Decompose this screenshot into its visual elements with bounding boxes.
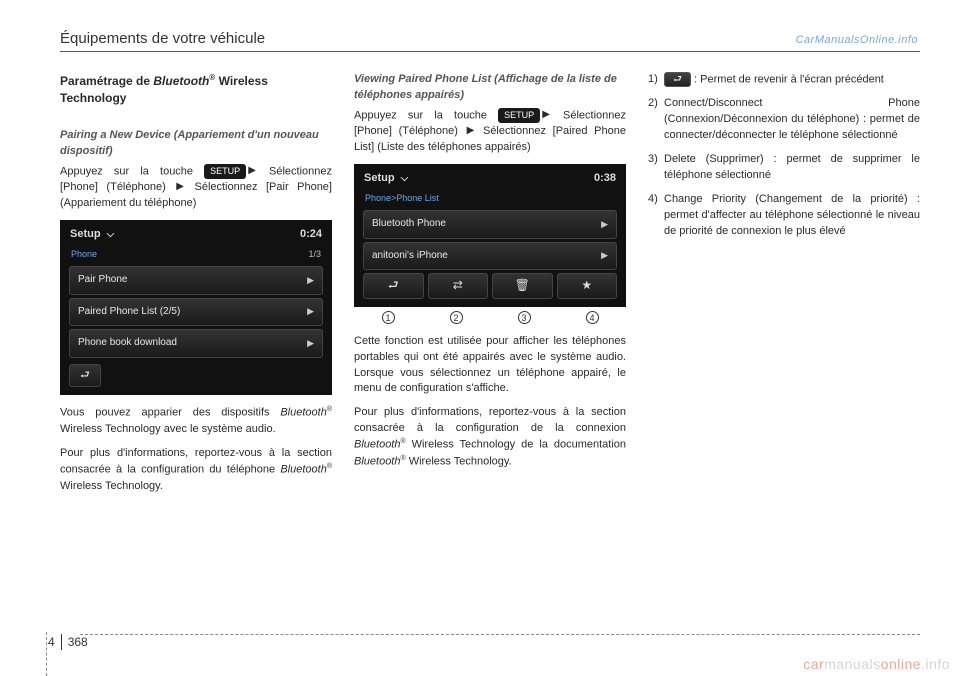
screen-time: 0:38 [594,171,616,187]
screen-row: Pair Phone▶ [69,266,323,295]
brand-watermark: carmanualsonline.info [803,656,950,672]
connect-icon: ⇄ [428,273,489,298]
list-item: 3) Delete (Supprimer) : permet de suppri… [648,152,920,184]
back-icon-inline: ⮐ [664,72,691,87]
setup-key: SETUP [204,164,246,179]
arrow-icon: ▶ [176,180,184,195]
screen-row: Paired Phone List (2/5)▶ [69,298,323,327]
column-2: Viewing Paired Phone List (Affichage de … [354,72,626,502]
back-icon: ⮐ [363,273,424,298]
screen-title: Setup [70,227,101,243]
chevron-right-icon: ▶ [307,305,314,318]
screenshot-setup-phone: Setup ⌵ 0:24 Phone 1/3 Pair Phone▶ Paired … [60,220,332,395]
chevron-right-icon: ▶ [601,249,608,262]
page-number: 368 [62,635,88,649]
arrow-icon: ▶ [248,164,256,179]
setup-key: SETUP [498,108,540,123]
screenshot-phone-list: Setup ⌵ 0:38 Phone>Phone List Bluetooth P… [354,164,626,323]
chevron-right-icon: ▶ [601,218,608,231]
arrow-icon: ▶ [542,108,550,123]
header-rule [60,51,920,52]
section-title: Paramétrage de Bluetooth® Wireless Techn… [60,72,332,108]
callout-numbers: 1 2 3 4 [354,311,626,324]
arrow-icon: ▶ [467,124,475,139]
screen-row: Bluetooth Phone▶ [363,210,617,239]
screen-row: anitooni's iPhone▶ [363,242,617,271]
back-button-icon: ⮐ [69,364,101,388]
para-view-moreinfo: Pour plus d'informations, reportez-vous … [354,405,626,470]
screen-count: 1/3 [308,248,321,261]
title-bluetooth: Bluetooth [153,74,209,88]
list-item: 1) ⮐ : Permet de revenir à l'écran précé… [648,72,920,88]
footer-vert [46,632,47,676]
column-3: 1) ⮐ : Permet de revenir à l'écran précé… [648,72,920,502]
list-item: 2) Connect/Disconnect Phone (Connexion/D… [648,96,920,144]
delete-icon: 🗑 [492,273,553,298]
page-footer: 4 368 [48,634,88,650]
footer-dots [80,634,920,635]
list-item: 4) Change Priority (Changement de la pri… [648,192,920,240]
title-prefix: Paramétrage de [60,74,153,88]
para-viewing-instructions: Appuyez sur la touche SETUP▶ Sélectionne… [354,108,626,156]
screen-crumb: Phone [71,248,97,261]
para-pair-desc: Vous pouvez apparier des dispositifs Blu… [60,405,332,438]
para-view-desc: Cette fonction est utilisée pour affiche… [354,334,626,398]
content-columns: Paramétrage de Bluetooth® Wireless Techn… [60,72,920,502]
screen-crumb: Phone>Phone List [365,192,439,205]
screen-title: Setup [364,171,395,187]
watermark: CarManualsOnline.info [796,34,918,46]
para-more-info: Pour plus d'informations, reportez-vous … [60,446,332,494]
screen-time: 0:24 [300,227,322,243]
chapter-number: 4 [48,634,62,650]
priority-icon: ★ [557,273,618,298]
screen-row: Phone book download▶ [69,329,323,358]
bluetooth-icon: ⌵ [401,172,409,187]
chevron-right-icon: ▶ [307,337,314,350]
bluetooth-icon: ⌵ [107,228,115,243]
column-1: Paramétrage de Bluetooth® Wireless Techn… [60,72,332,502]
para-pairing-instructions: Appuyez sur la touche SETUP▶ Sélectionne… [60,164,332,212]
chevron-right-icon: ▶ [307,274,314,287]
subsection-viewing: Viewing Paired Phone List (Affichage de … [354,72,626,104]
manual-page: CarManualsOnline.info Équipements de vot… [0,0,960,676]
page-header: Équipements de votre véhicule [60,30,920,47]
subsection-pairing: Pairing a New Device (Appariement d'un n… [60,128,332,160]
